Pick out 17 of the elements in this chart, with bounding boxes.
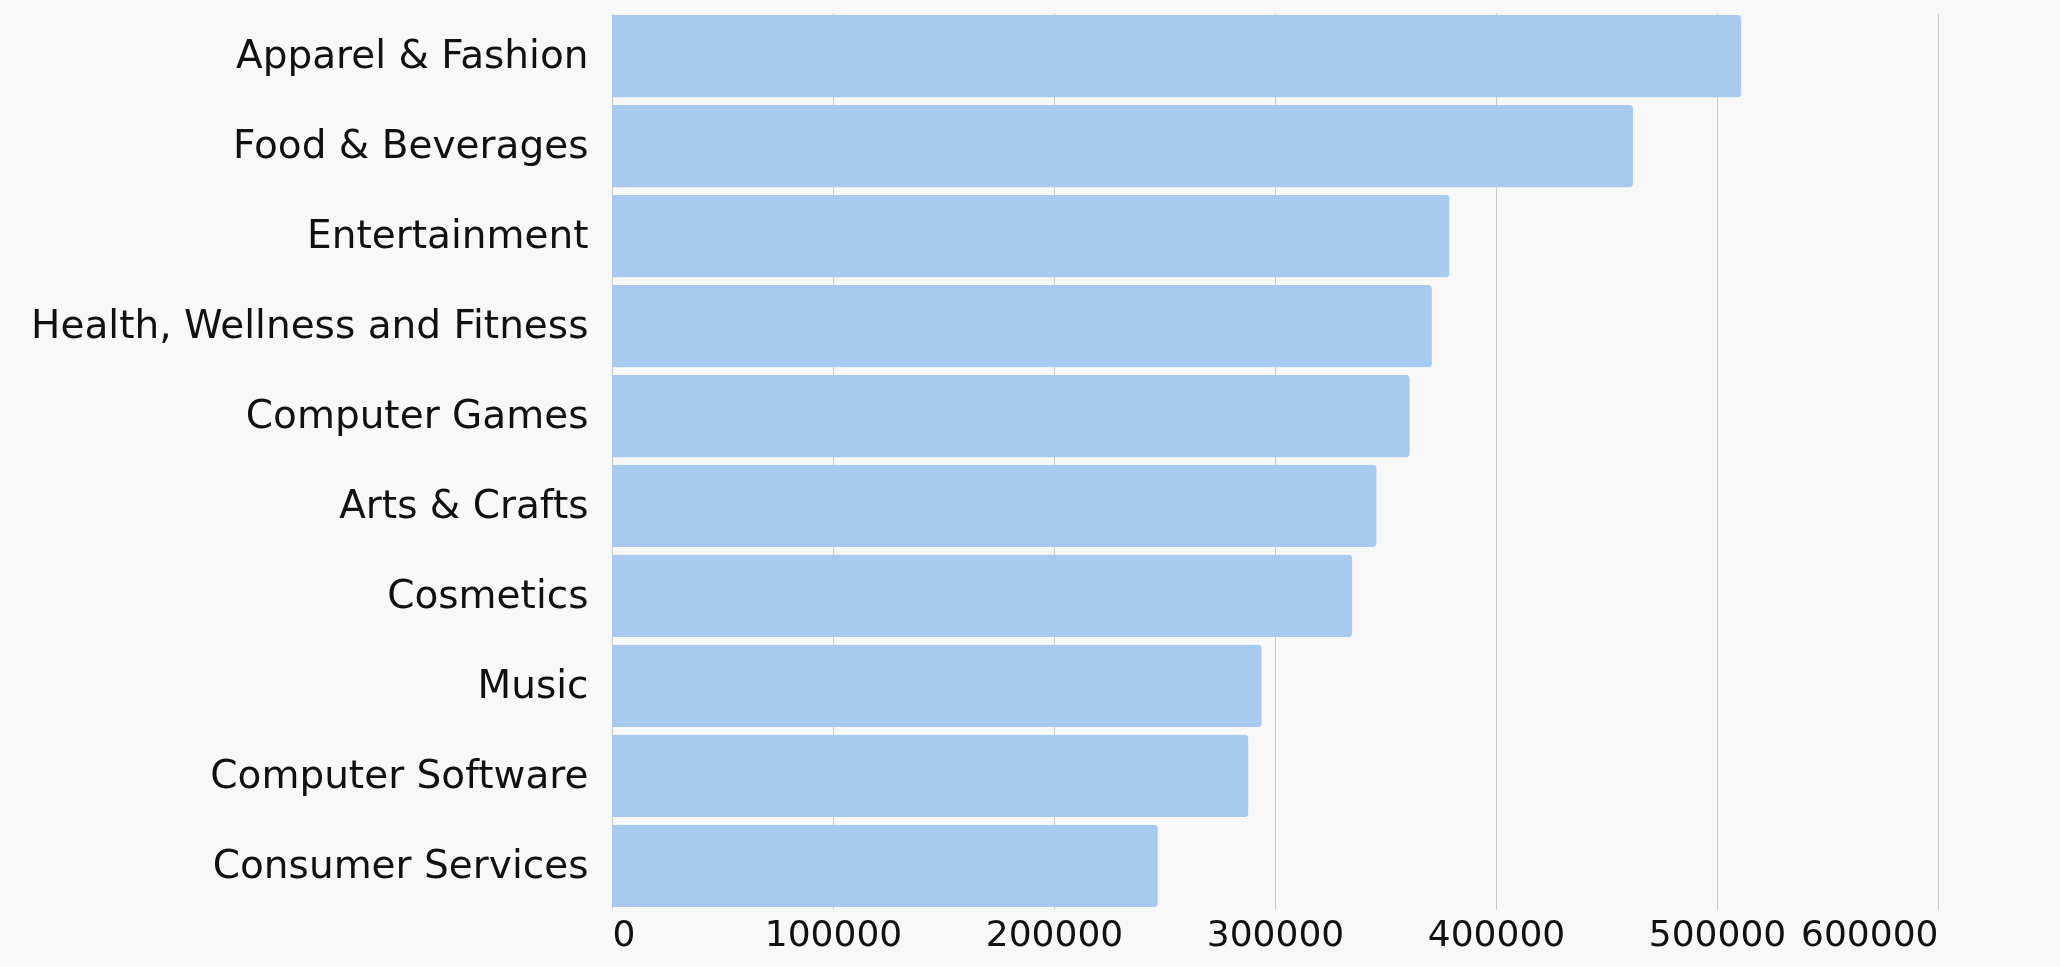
- x-tick-label: 500000: [1648, 912, 1787, 954]
- y-tick-label: Computer Games: [245, 392, 589, 438]
- x-tick-label: 400000: [1427, 912, 1566, 954]
- y-tick-label: Computer Software: [210, 751, 589, 797]
- x-tick-label: 200000: [985, 912, 1124, 954]
- y-tick-label: Consumer Services: [212, 841, 589, 887]
- y-tick-label: Entertainment: [307, 212, 589, 258]
- x-tick-label: 600000: [1801, 912, 1939, 954]
- y-tick-label: Cosmetics: [387, 571, 589, 617]
- y-tick-label: Apparel & Fashion: [235, 32, 589, 78]
- y-tick-label: Arts & Crafts: [339, 481, 589, 527]
- x-tick-label: 300000: [1206, 912, 1345, 954]
- x-tick-label: 100000: [764, 912, 903, 954]
- y-tick-label: Music: [477, 661, 589, 707]
- y-tick-label: Food & Beverages: [232, 122, 589, 168]
- x-tick-label: 0: [612, 912, 636, 954]
- y-tick-label: Health, Wellness and Fitness: [31, 302, 589, 348]
